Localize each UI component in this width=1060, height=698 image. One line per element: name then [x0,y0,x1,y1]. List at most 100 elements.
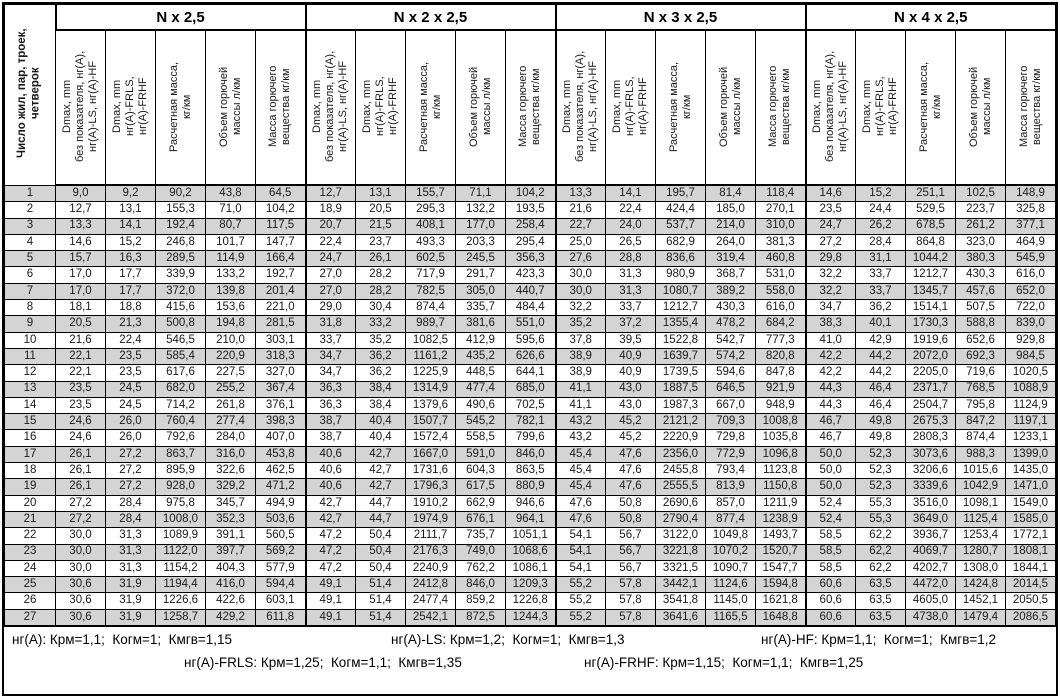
data-cell: 542,7 [705,331,756,349]
data-cell: 33,7 [605,299,656,317]
data-cell: 45,4 [554,478,606,496]
data-cell: 45,4 [554,462,606,480]
data-cell: 20,5 [355,201,406,219]
data-cell: 147,7 [255,233,306,252]
data-cell: 4202,7 [905,559,956,578]
data-cell: 49,8 [855,413,906,431]
data-cell: 1080,7 [655,282,706,301]
data-cell: 847,8 [755,364,806,382]
data-cell: 323,0 [955,233,1006,252]
data-cell: 16,3 [105,250,156,268]
data-cell: 114,9 [205,250,256,268]
data-cell: 2014,5 [1005,576,1056,594]
data-cell: 709,3 [705,413,756,431]
data-cell: 57,8 [605,608,656,628]
table-row: 16 24,6 26,0 792,6 284,0 407,0 38,7 40,4 1572,4 5… [4,429,1056,447]
data-cell: 52,3 [855,462,906,480]
group-header-nx25: N x 2,5 [54,4,306,31]
data-cell: 782,1 [505,413,556,431]
data-cell: 1082,5 [405,331,456,349]
data-cell: 484,4 [505,299,556,317]
data-cell: 464,9 [1005,233,1056,252]
data-cell: 14,6 [55,233,106,252]
cable-data-table: Число жил, пар, троек, четверок N x 2,5 … [4,4,1056,628]
data-cell: 594,6 [705,364,756,382]
data-cell: 31,3 [105,559,156,578]
data-cell: 21,6 [55,331,106,349]
data-cell: 1194,4 [155,576,206,594]
data-cell: 227,5 [205,364,256,382]
data-cell: 560,5 [255,527,306,545]
data-cell: 22,7 [554,217,606,235]
data-cell: 44,2 [855,364,906,382]
data-cell: 26,0 [105,413,156,431]
data-cell: 594,4 [255,576,306,594]
data-cell: 335,7 [455,299,506,317]
data-cell: 117,5 [255,217,306,235]
data-cell: 51,4 [355,576,406,594]
data-cell: 531,0 [755,266,806,284]
row-number-cell: 2 [4,201,56,219]
data-cell: 38,7 [304,429,356,447]
data-cell: 2477,4 [405,592,456,610]
data-cell: 15,7 [55,250,106,268]
data-cell: 26,1 [55,478,106,496]
data-cell: 56,7 [605,527,656,545]
data-cell: 319,4 [705,250,756,268]
data-cell: 1379,6 [405,396,456,415]
data-cell: 1020,5 [1005,364,1056,382]
data-cell: 1197,1 [1005,413,1056,431]
data-cell: 429,2 [205,608,256,628]
data-cell: 29,8 [804,250,856,268]
row-number-cell: 22 [4,527,56,545]
data-cell: 1844,1 [1005,559,1056,578]
data-cell: 717,9 [405,266,456,284]
data-cell: 295,3 [405,201,456,219]
data-cell: 51,4 [355,592,406,610]
data-cell: 40,6 [304,478,356,496]
data-cell: 17,0 [55,282,106,301]
corner-header-label: Число жил, пар, троек, четверок [16,28,42,159]
row-number-cell: 8 [4,299,56,317]
group-header-nx4x25: N x 4 x 2,5 [804,4,1056,31]
data-cell: 617,5 [455,478,506,496]
data-cell: 284,0 [205,429,256,447]
row-number-cell: 24 [4,559,56,578]
data-cell: 762,2 [455,559,506,578]
column-header: Dmax, mm нг(А)-FRLS, нг(А)-FRHF [855,29,906,186]
data-cell: 28,2 [355,266,406,284]
data-cell: 303,1 [255,331,306,349]
column-header: Объем горючей массы л/км [205,29,256,186]
column-header: Масса горючего вещества кг/км [255,29,306,186]
data-cell: 43,0 [605,396,656,415]
data-cell: 1211,9 [755,494,806,512]
data-cell: 1090,7 [705,559,756,578]
data-cell: 872,5 [455,608,506,628]
data-cell: 192,7 [255,266,306,284]
data-cell: 22,4 [105,331,156,349]
column-header-label: Объем горючей массы л/км [217,65,243,147]
data-cell: 15,2 [105,233,156,252]
data-cell: 545,9 [1005,250,1056,268]
data-cell: 26,0 [105,429,156,447]
data-cell: 20,5 [55,315,106,333]
column-header: Расчетная масса, кг/км [905,29,956,186]
data-cell: 9,2 [105,184,156,203]
column-header: Расчетная масса, кг/км [655,29,706,186]
data-cell: 223,7 [955,201,1006,219]
data-cell: 24,7 [304,250,356,268]
data-cell: 546,5 [155,331,206,349]
data-cell: 194,8 [205,315,256,333]
data-cell: 4472,0 [905,576,956,594]
data-cell: 430,3 [955,266,1006,284]
table-row: 10 21,6 22,4 546,5 210,0 303,1 33,7 35,2 1082,5 4… [4,331,1056,349]
data-cell: 27,2 [105,462,156,480]
data-cell: 40,4 [355,429,406,447]
data-cell: 626,6 [505,347,556,366]
data-cell: 44,7 [355,494,406,512]
data-cell: 30,0 [55,543,106,561]
data-cell: 54,1 [554,543,606,561]
data-cell: 1209,3 [505,576,556,594]
data-cell: 31,3 [605,266,656,284]
data-cell: 2371,7 [905,380,956,398]
